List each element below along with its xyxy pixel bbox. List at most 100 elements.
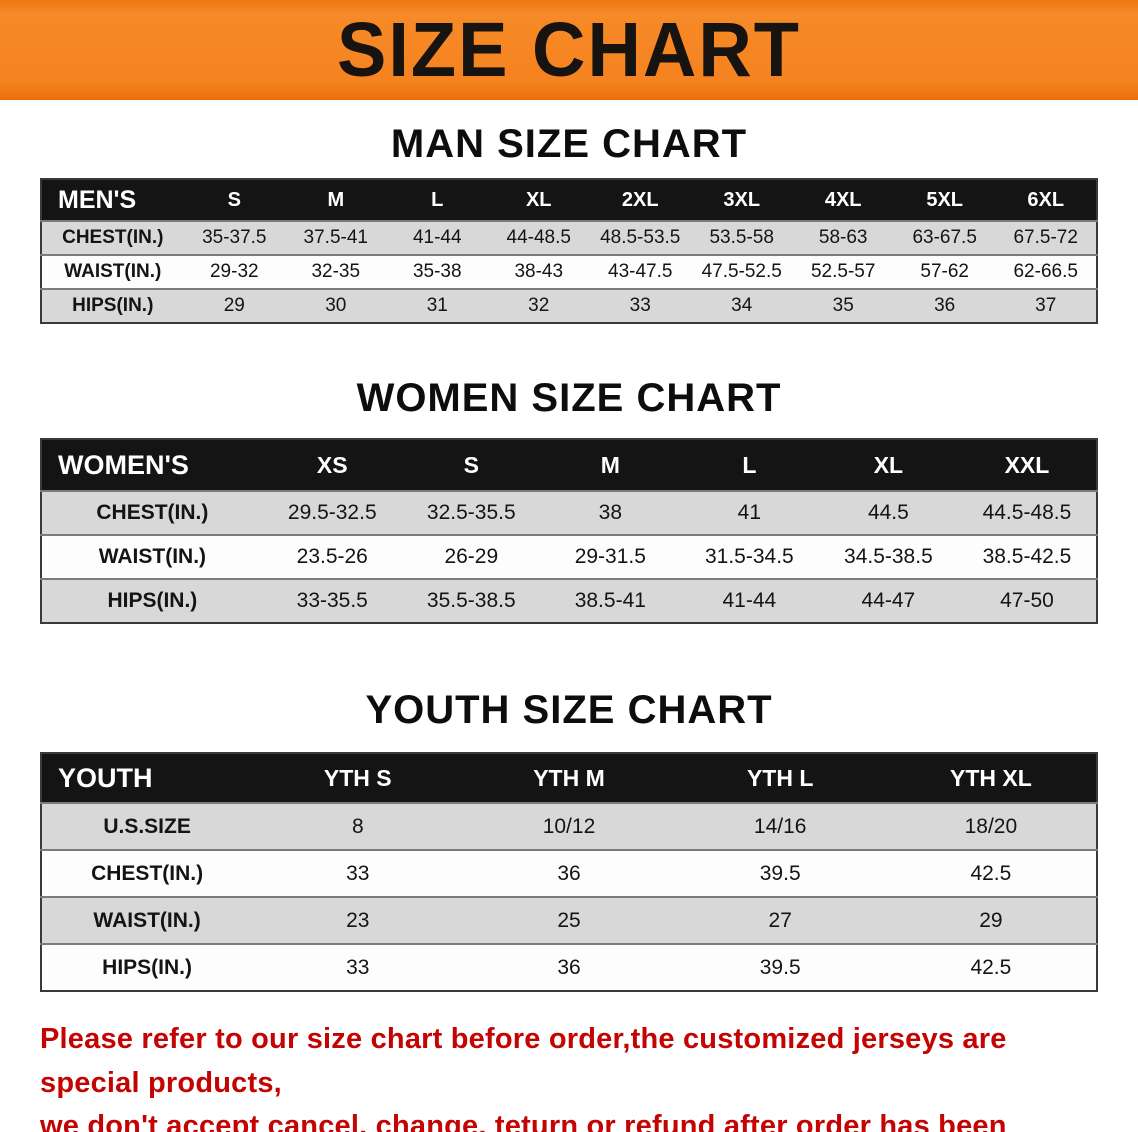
women-size-value: 34.5-38.5 xyxy=(844,545,933,568)
youth-size-table: YOUTH YTH S YTH M YTH L YTH XL U.S.SIZE 8 10/12… xyxy=(40,752,1098,992)
men-size-value: 63-67.5 xyxy=(912,227,977,248)
women-size-column-header: XS xyxy=(316,451,348,478)
youth-measure-row: U.S.SIZE 8 10/12 14/16 18/20 xyxy=(41,803,1097,850)
youth-size-column-header: YTH L xyxy=(746,764,814,791)
men-size-value: 30 xyxy=(325,295,347,316)
men-size-section: MAN SIZE CHART MEN'S S M L XL 2XL 3XL 4XL 5XL 6XL C… xyxy=(0,122,1138,324)
women-measure-label: CHEST(IN.) xyxy=(96,501,209,524)
men-size-value: 58-63 xyxy=(818,227,868,248)
men-size-value: 57-62 xyxy=(920,261,969,282)
men-size-value: 67.5-72 xyxy=(1013,227,1078,248)
men-size-value: 33 xyxy=(629,295,651,316)
youth-measure-label: WAIST(IN.) xyxy=(93,908,201,932)
sections-container: MAN SIZE CHART MEN'S S M L XL 2XL 3XL 4XL 5XL 6XL C… xyxy=(0,122,1138,992)
youth-section-heading: YOUTH SIZE CHART xyxy=(365,688,773,732)
men-size-column-header: 3XL xyxy=(723,188,761,211)
men-size-value: 53.5-58 xyxy=(709,227,774,248)
youth-measure-row: CHEST(IN.) 33 36 39.5 42.5 xyxy=(41,850,1097,897)
women-header-row: WOMEN'S XS S M L XL XXL xyxy=(41,439,1097,491)
men-measure-row: WAIST(IN.) 29-32 32-35 35-38 38-43 43-47.5 47.… xyxy=(41,255,1097,289)
women-size-value: 41-44 xyxy=(722,589,777,612)
youth-size-column-header: YTH XL xyxy=(950,764,1032,791)
men-size-value: 47.5-52.5 xyxy=(701,261,782,282)
youth-measure-row: HIPS(IN.) 33 36 39.5 42.5 xyxy=(41,944,1097,991)
women-table-title-cell: WOMEN'S xyxy=(58,449,189,480)
women-size-value: 29-31.5 xyxy=(574,545,646,568)
youth-size-value: 25 xyxy=(557,908,581,932)
men-size-column-header: 6XL xyxy=(1027,188,1065,211)
youth-size-section: YOUTH SIZE CHART YOUTH YTH S YTH M YTH L YTH … xyxy=(0,688,1138,992)
youth-measure-label: CHEST(IN.) xyxy=(91,861,204,885)
youth-size-column-header: YTH M xyxy=(533,764,605,791)
men-size-value: 36 xyxy=(934,295,956,316)
men-section-heading: MAN SIZE CHART xyxy=(390,122,748,166)
men-measure-label: CHEST(IN.) xyxy=(62,227,164,248)
women-size-value: 29.5-32.5 xyxy=(287,501,377,524)
page-title: SIZE CHART xyxy=(337,6,801,93)
youth-table-title-cell: YOUTH xyxy=(58,762,153,793)
women-measure-row: HIPS(IN.) 33-35.5 35.5-38.5 38.5-41 41-44 44-… xyxy=(41,579,1097,623)
men-size-value: 35-37.5 xyxy=(202,227,267,248)
women-size-value: 41 xyxy=(737,501,762,524)
disclaimer: Please refer to our size chart before or… xyxy=(40,1018,1100,1132)
youth-measure-label: U.S.SIZE xyxy=(103,814,191,838)
men-size-value: 35 xyxy=(832,295,854,316)
women-measure-label: WAIST(IN.) xyxy=(98,545,207,568)
women-size-value: 44-47 xyxy=(861,589,916,612)
youth-size-value: 8 xyxy=(351,814,364,838)
women-size-value: 44.5 xyxy=(867,501,909,524)
men-size-table: MEN'S S M L XL 2XL 3XL 4XL 5XL 6XL CHEST(IN.) 35-37… xyxy=(40,178,1098,324)
women-size-table: WOMEN'S XS S M L XL XXL CHEST(IN.) 29.5-32.5 32.5… xyxy=(40,438,1098,624)
men-header-row: MEN'S S M L XL 2XL 3XL 4XL 5XL 6XL xyxy=(41,179,1097,221)
disclaimer-line-2: we don't accept cancel, change, teturn o… xyxy=(40,1110,1007,1132)
youth-size-value: 39.5 xyxy=(759,861,801,885)
women-size-value: 23.5-26 xyxy=(296,545,368,568)
youth-size-value: 10/12 xyxy=(542,814,596,838)
women-measure-row: CHEST(IN.) 29.5-32.5 32.5-35.5 38 41 44.5 44.5… xyxy=(41,491,1097,535)
youth-size-value: 18/20 xyxy=(964,814,1018,838)
men-size-column-header: 5XL xyxy=(926,188,964,211)
women-size-value: 38 xyxy=(598,501,622,524)
youth-size-value: 36 xyxy=(557,861,581,885)
men-size-value: 29-32 xyxy=(209,261,259,282)
women-size-value: 44.5-48.5 xyxy=(982,501,1072,524)
women-section-heading: WOMEN SIZE CHART xyxy=(356,376,782,420)
youth-header-row: YOUTH YTH S YTH M YTH L YTH XL xyxy=(41,753,1097,803)
men-measure-label: HIPS(IN.) xyxy=(72,295,154,316)
men-size-column-header: M xyxy=(327,188,345,211)
men-size-value: 32 xyxy=(528,295,550,316)
women-size-column-header: M xyxy=(600,451,620,478)
men-size-value: 52.5-57 xyxy=(810,261,876,282)
youth-measure-label: HIPS(IN.) xyxy=(102,955,193,979)
women-size-column-header: XL xyxy=(873,451,904,478)
women-size-value: 38.5-42.5 xyxy=(982,545,1072,568)
women-size-column-header: L xyxy=(742,451,757,478)
men-measure-row: CHEST(IN.) 35-37.5 37.5-41 41-44 44-48.5 48.5… xyxy=(41,221,1097,255)
youth-measure-row: WAIST(IN.) 23 25 27 29 xyxy=(41,897,1097,944)
women-size-value: 31.5-34.5 xyxy=(704,545,794,568)
women-size-value: 26-29 xyxy=(444,545,499,568)
men-size-value: 44-48.5 xyxy=(506,227,571,248)
men-measure-label: WAIST(IN.) xyxy=(64,261,162,282)
men-measure-row: HIPS(IN.) 29 30 31 32 33 34 35 36 37 xyxy=(41,289,1097,323)
men-size-value: 38-43 xyxy=(514,261,564,282)
women-size-value: 35.5-38.5 xyxy=(426,589,516,612)
women-size-column-header: XXL xyxy=(1004,451,1050,478)
women-size-value: 47-50 xyxy=(1000,589,1054,612)
men-size-value: 35-38 xyxy=(412,261,462,282)
men-size-column-header: 2XL xyxy=(621,188,659,211)
men-size-value: 62-66.5 xyxy=(1013,261,1078,282)
men-size-value: 41-44 xyxy=(412,227,462,248)
men-size-value: 48.5-53.5 xyxy=(600,227,681,248)
banner: SIZE CHART xyxy=(0,0,1138,100)
women-size-column-header: S xyxy=(463,451,479,478)
youth-size-value: 29 xyxy=(979,908,1003,932)
men-size-value: 31 xyxy=(426,295,448,316)
men-size-value: 32-35 xyxy=(311,261,361,282)
men-size-column-header: L xyxy=(431,188,444,211)
women-measure-label: HIPS(IN.) xyxy=(107,589,198,612)
women-measure-row: WAIST(IN.) 23.5-26 26-29 29-31.5 31.5-34.5 34… xyxy=(41,535,1097,579)
men-size-value: 43-47.5 xyxy=(608,261,673,282)
youth-size-value: 36 xyxy=(557,955,581,979)
